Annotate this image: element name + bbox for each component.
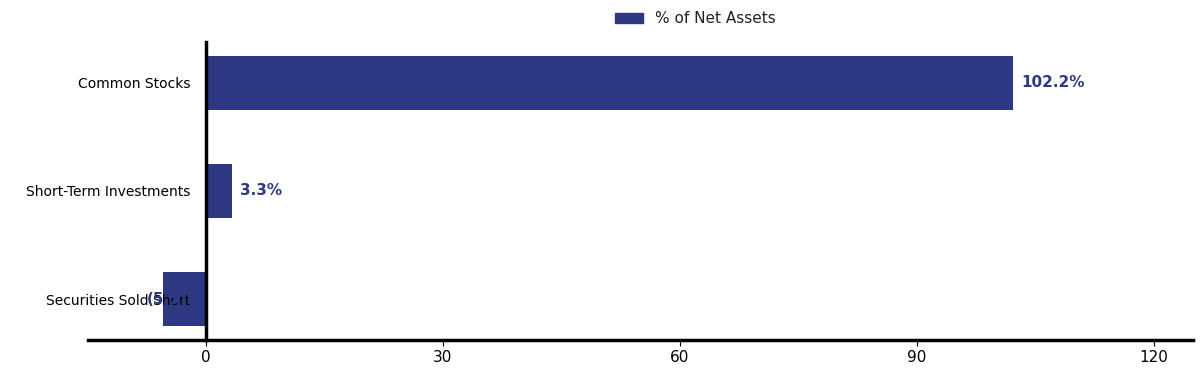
Legend: % of Net Assets: % of Net Assets [610, 5, 782, 32]
Text: (5.5)%: (5.5)% [146, 292, 202, 307]
Bar [206, 56, 1013, 110]
Bar [163, 272, 206, 326]
Text: 102.2%: 102.2% [1021, 75, 1085, 90]
Text: 3.3%: 3.3% [240, 183, 282, 198]
Bar [206, 164, 232, 218]
